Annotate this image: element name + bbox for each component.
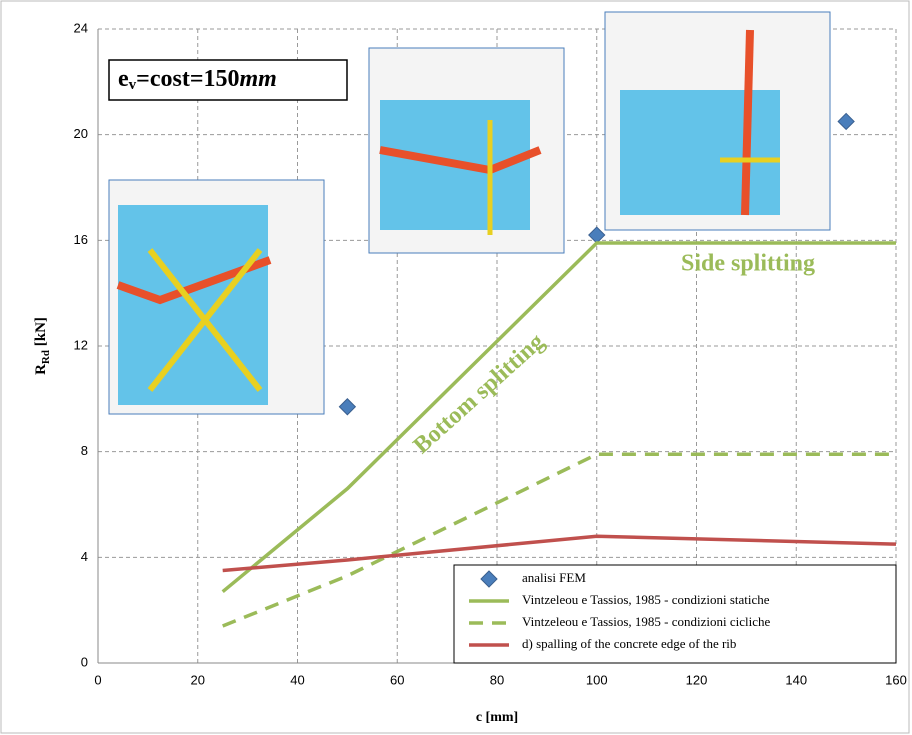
x-tick-label: 80: [490, 672, 504, 687]
series-line: [222, 452, 896, 628]
x-axis-label: c [mm]: [476, 710, 518, 725]
y-tick-label: 16: [74, 232, 88, 247]
y-tick-label: 20: [74, 126, 88, 141]
x-tick-label: 20: [191, 672, 205, 687]
x-tick-label: 140: [785, 672, 807, 687]
series-line: [221, 241, 896, 594]
y-axis-label: RRd [kN]: [33, 317, 51, 375]
legend-label: Vintzeleou e Tassios, 1985 - condizioni …: [522, 592, 770, 607]
legend-label: d) spalling of the concrete edge of the …: [522, 636, 736, 651]
y-tick-label: 4: [81, 549, 88, 564]
annotation: Side splitting: [681, 251, 815, 277]
x-tick-label: 100: [586, 672, 608, 687]
x-tick-label: 40: [290, 672, 304, 687]
x-tick-label: 160: [885, 672, 907, 687]
x-tick-label: 60: [390, 672, 404, 687]
legend-label: analisi FEM: [522, 570, 586, 585]
y-tick-label: 0: [81, 654, 88, 669]
fem-image: [604, 11, 831, 231]
fem-image: [108, 179, 325, 415]
annotation-box: [108, 59, 348, 101]
point: [338, 398, 357, 416]
y-tick-label: 24: [74, 20, 88, 35]
legend: [453, 564, 897, 664]
x-tick-label: 120: [686, 672, 708, 687]
y-tick-label: 8: [81, 443, 88, 458]
fem-image: [368, 47, 565, 254]
legend-marker: [480, 570, 498, 588]
annotation-text: ev=cost=150mm: [118, 66, 277, 94]
legend-label: Vintzeleou e Tassios, 1985 - condizioni …: [522, 614, 770, 629]
fem-insets: [108, 11, 831, 415]
series-line: [222, 534, 897, 573]
y-tick-label: 12: [74, 337, 88, 352]
point: [837, 112, 855, 131]
x-tick-label: 0: [94, 672, 101, 687]
